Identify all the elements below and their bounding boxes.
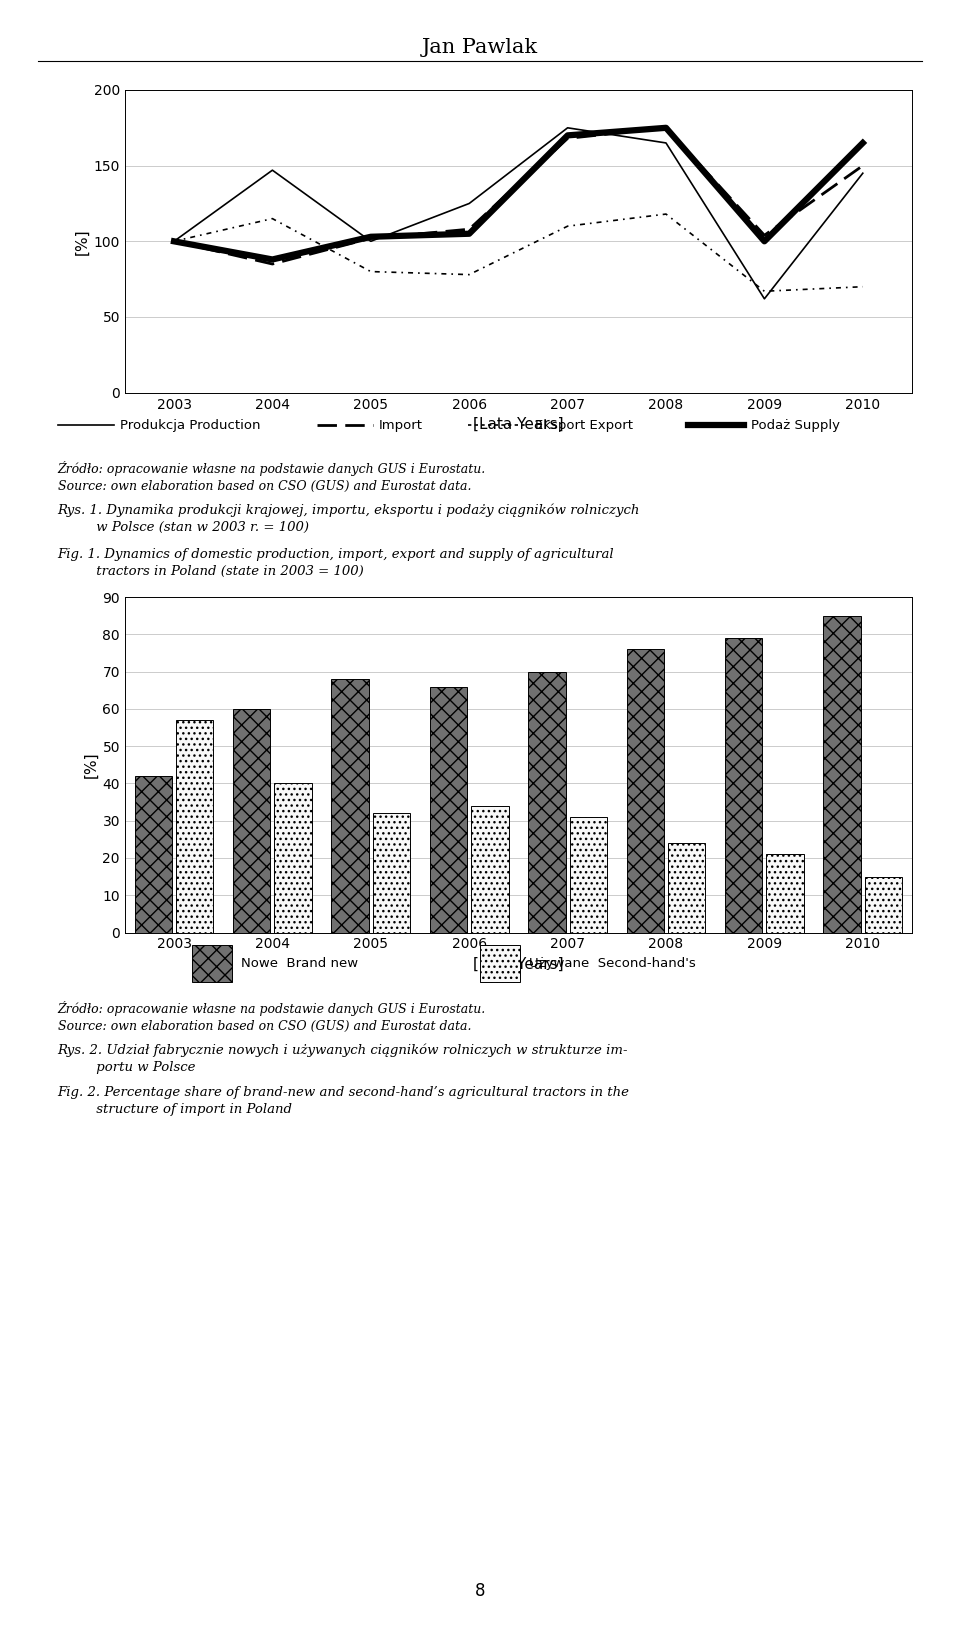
Text: 8: 8 <box>475 1582 485 1600</box>
Bar <box>569 816 607 933</box>
Bar <box>824 615 861 933</box>
Bar <box>233 708 271 933</box>
Bar <box>471 807 509 933</box>
Text: Rys. 2. Udział fabrycznie nowych i używanych ciągników rolniczych w strukturze i: Rys. 2. Udział fabrycznie nowych i używa… <box>58 1044 628 1075</box>
Bar <box>627 649 664 933</box>
Text: Podaż Supply: Podaż Supply <box>751 419 840 432</box>
Y-axis label: [%]: [%] <box>74 227 89 255</box>
Bar <box>176 720 213 933</box>
Text: Fig. 2. Percentage share of brand-new and second-hand’s agricultural tractors in: Fig. 2. Percentage share of brand-new an… <box>58 1086 630 1116</box>
Text: Produkcja Production: Produkcja Production <box>120 419 260 432</box>
X-axis label: [Lata Years]: [Lata Years] <box>473 957 564 972</box>
Bar <box>865 877 902 933</box>
Text: Fig. 1. Dynamics of domestic production, import, export and supply of agricultur: Fig. 1. Dynamics of domestic production,… <box>58 548 614 578</box>
Bar <box>725 638 762 933</box>
Bar <box>430 687 468 933</box>
Text: Jan Pawlak: Jan Pawlak <box>422 38 538 57</box>
Y-axis label: [%]: [%] <box>84 751 98 779</box>
Bar <box>372 813 410 933</box>
Text: Eksport Export: Eksport Export <box>535 419 633 432</box>
Bar <box>331 679 369 933</box>
Text: Używane  Second-hand's: Używane Second-hand's <box>529 957 696 970</box>
Text: Źródło: opracowanie własne na podstawie danych GUS i Eurostatu.
Source: own elab: Źródło: opracowanie własne na podstawie … <box>58 461 486 494</box>
Text: Źródło: opracowanie własne na podstawie danych GUS i Eurostatu.
Source: own elab: Źródło: opracowanie własne na podstawie … <box>58 1001 486 1034</box>
Bar <box>766 854 804 933</box>
Bar <box>668 843 706 933</box>
FancyBboxPatch shape <box>480 946 520 982</box>
X-axis label: [Lata Years]: [Lata Years] <box>473 417 564 432</box>
FancyBboxPatch shape <box>192 946 232 982</box>
Bar <box>275 784 312 933</box>
Text: Nowe  Brand new: Nowe Brand new <box>241 957 358 970</box>
Bar <box>528 672 565 933</box>
Text: Rys. 1. Dynamika produkcji krajowej, importu, eksportu i podaży ciągników rolnic: Rys. 1. Dynamika produkcji krajowej, imp… <box>58 504 640 535</box>
Text: Import: Import <box>379 419 423 432</box>
Bar <box>134 775 172 933</box>
